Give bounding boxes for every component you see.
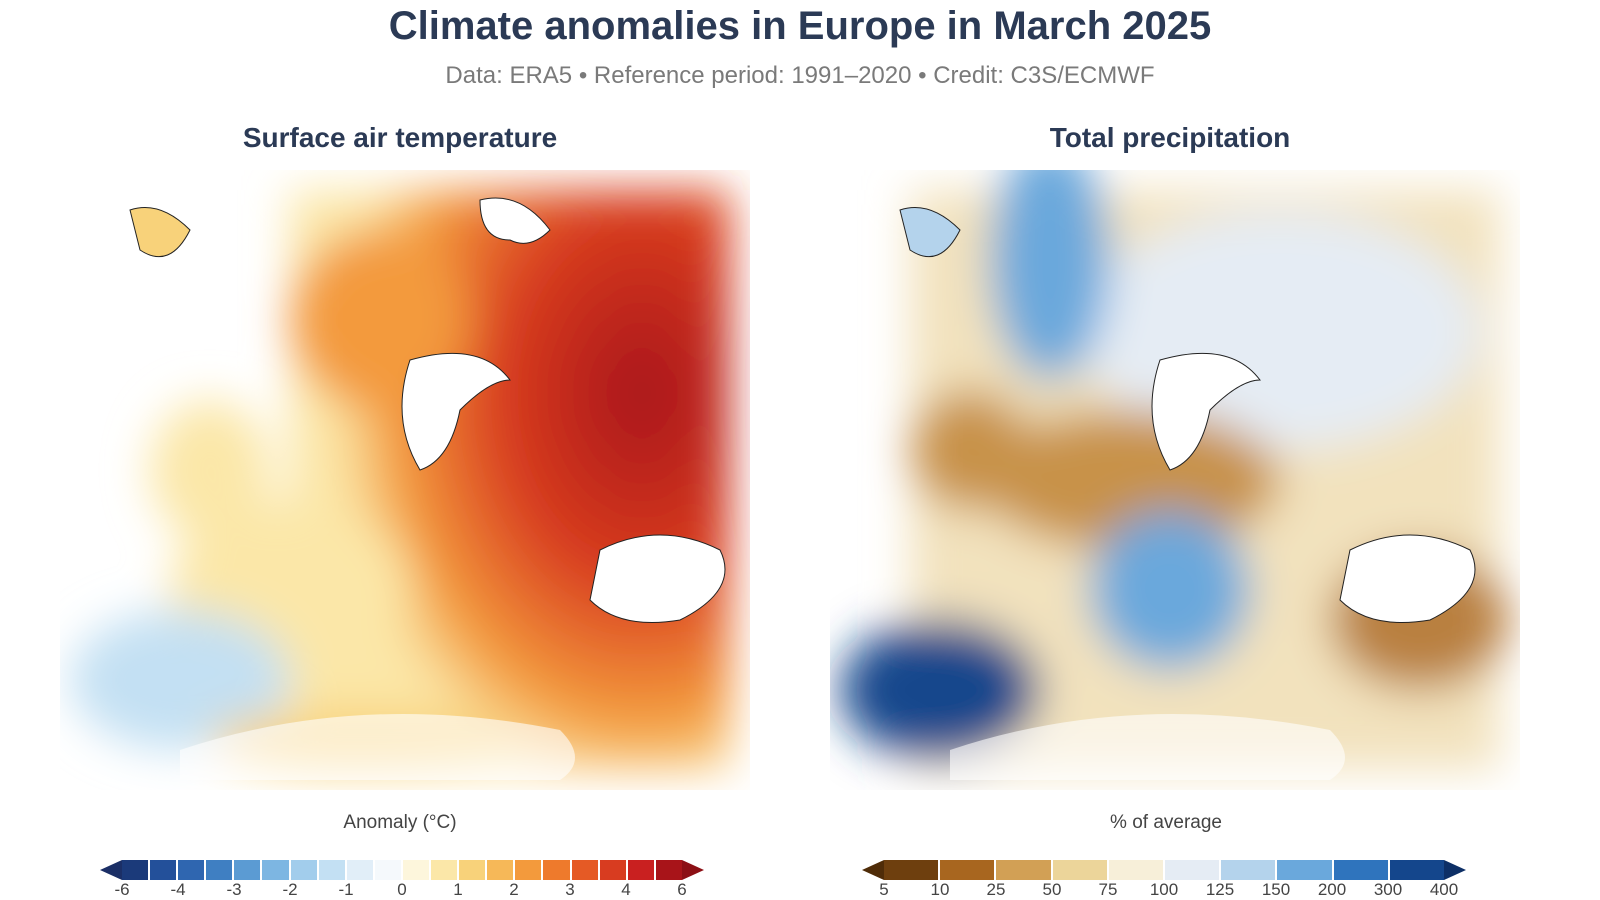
colorbar-swatch xyxy=(1333,860,1388,880)
colorbar-swatch xyxy=(1277,860,1332,880)
precipitation-panel-title: Total precipitation xyxy=(1049,122,1291,153)
colorbar-swatch xyxy=(402,860,430,880)
colorbar-swatch xyxy=(318,860,345,880)
colorbar-tick-label: 200 xyxy=(1317,880,1347,899)
colorbar-swatch xyxy=(599,860,626,880)
colorbar-swatch xyxy=(1165,860,1220,880)
colorbar-swatch xyxy=(374,860,401,880)
colorbar-swatch xyxy=(1389,860,1445,880)
colorbar-swatch xyxy=(940,860,995,880)
colorbar-swatch xyxy=(431,860,458,880)
temperature-colorbar-low-arrow xyxy=(100,860,122,880)
colorbar-tick-label: 4 xyxy=(621,880,631,899)
temperature-colorbar xyxy=(122,860,682,880)
colorbar-swatch xyxy=(543,860,570,880)
colorbar-tick-label: 5 xyxy=(879,880,889,899)
colorbar-tick-label: 6 xyxy=(677,880,687,899)
colorbar-swatch xyxy=(150,860,177,880)
chart-title: Climate anomalies in Europe in March 202… xyxy=(388,4,1212,48)
colorbar-tick-label: 75 xyxy=(1098,880,1118,899)
colorbar-swatch xyxy=(1052,860,1107,880)
colorbar-tick-label: 100 xyxy=(1149,880,1179,899)
chart-subtitle: Data: ERA5 • Reference period: 1991–2020… xyxy=(445,62,1155,89)
colorbar-tick-label: 125 xyxy=(1205,880,1235,899)
colorbar-tick-label: -1 xyxy=(338,880,354,899)
colorbar-tick-label: 10 xyxy=(930,880,950,899)
colorbar-swatch xyxy=(487,860,514,880)
colorbar-swatch xyxy=(996,860,1051,880)
colorbar-swatch xyxy=(459,860,486,880)
colorbar-swatch xyxy=(515,860,542,880)
temperature-anomaly-map xyxy=(70,190,730,780)
precipitation-colorbar-high-arrow xyxy=(1444,860,1466,880)
temperature-legend-label: Anomaly (°C) xyxy=(343,812,457,833)
colorbar-swatch xyxy=(122,860,149,880)
colorbar-tick-label: 2 xyxy=(509,880,519,899)
colorbar-swatch xyxy=(884,860,939,880)
colorbar-tick-label: 3 xyxy=(565,880,575,899)
colorbar-swatch xyxy=(346,860,373,880)
colorbar-tick-label: 0 xyxy=(397,880,407,899)
colorbar-tick-label: 50 xyxy=(1042,880,1062,899)
colorbar-tick-label: 300 xyxy=(1373,880,1403,899)
colorbar-swatch xyxy=(290,860,317,880)
colorbar-tick-label: 25 xyxy=(986,880,1006,899)
colorbar-swatch xyxy=(206,860,233,880)
precipitation-legend-label: % of average xyxy=(1110,812,1222,833)
colorbar-swatch xyxy=(655,860,682,880)
colorbar-swatch xyxy=(1108,860,1164,880)
precipitation-colorbar-low-arrow xyxy=(862,860,884,880)
precipitation-colorbar xyxy=(884,860,1445,880)
colorbar-tick-label: -6 xyxy=(114,880,130,899)
colorbar-swatch xyxy=(571,860,598,880)
temperature-colorbar-high-arrow xyxy=(682,860,704,880)
colorbar-tick-label: 400 xyxy=(1429,880,1459,899)
temperature-panel-title: Surface air temperature xyxy=(242,122,558,153)
precipitation-anomaly-map xyxy=(840,170,1510,780)
colorbar-tick-label: -2 xyxy=(282,880,298,899)
colorbar-tick-label: 1 xyxy=(453,880,463,899)
colorbar-tick-label: 150 xyxy=(1261,880,1291,899)
colorbar-swatch xyxy=(178,860,205,880)
colorbar-swatch xyxy=(262,860,289,880)
colorbar-swatch xyxy=(1221,860,1276,880)
colorbar-swatch xyxy=(234,860,261,880)
colorbar-tick-label: -3 xyxy=(226,880,242,899)
colorbar-swatch xyxy=(627,860,654,880)
colorbar-tick-label: -4 xyxy=(170,880,186,899)
